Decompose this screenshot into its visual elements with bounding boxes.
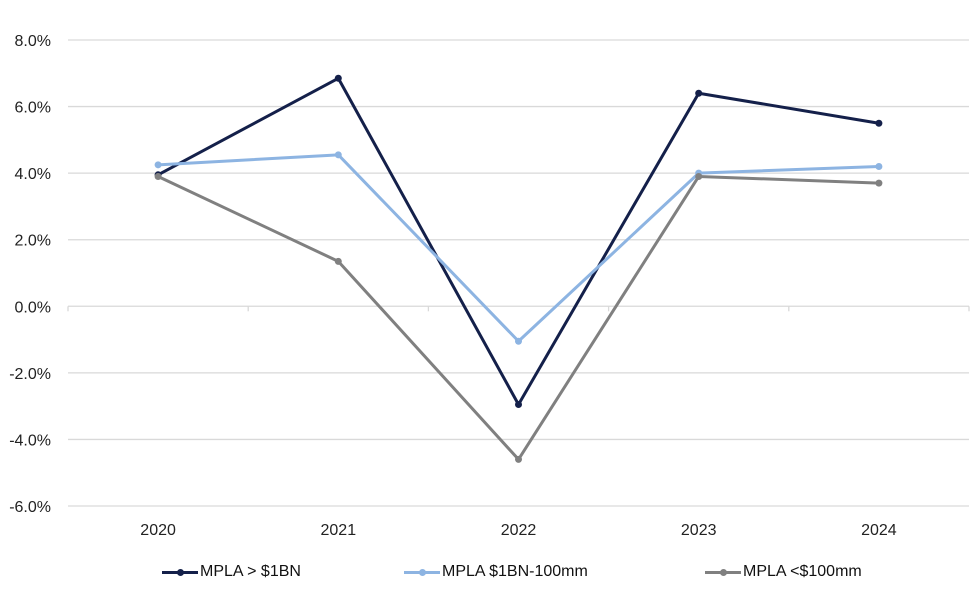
gridlines <box>67 39 970 507</box>
legend-item-mpla-1bn-100mm: MPLA $1BN-100mm <box>404 558 588 586</box>
legend-label: MPLA $1BN-100mm <box>442 563 588 580</box>
legend-label: MPLA <$100mm <box>743 563 862 580</box>
series-line <box>157 76 880 406</box>
data-point <box>875 179 883 187</box>
series-lines <box>154 74 883 463</box>
series-line <box>158 153 879 343</box>
data-point <box>334 74 342 82</box>
legend-swatch-icon <box>705 568 741 576</box>
y-tick-label: 0.0% <box>15 299 51 316</box>
data-point <box>515 455 522 463</box>
data-point <box>695 89 703 97</box>
x-tick-label: 2020 <box>140 522 176 539</box>
data-point <box>154 172 162 180</box>
data-point <box>154 161 162 169</box>
data-point <box>515 337 522 345</box>
legend-label: MPLA > $1BN <box>200 563 301 580</box>
data-point <box>875 119 883 127</box>
legend-item-mpla-under-100mm: MPLA <$100mm <box>705 558 862 586</box>
y-tick-label: -4.0% <box>9 432 51 449</box>
x-axis-tick-labels: 2020 2021 2022 2023 2024 <box>140 522 896 539</box>
y-tick-label: -6.0% <box>9 499 51 516</box>
y-axis-tick-labels: 8.0% 6.0% 4.0% 2.0% 0.0% -2.0% -4.0% -6.0% <box>9 33 51 516</box>
legend-item-mpla-over-1bn: MPLA > $1BN <box>162 558 301 586</box>
data-point <box>515 400 522 408</box>
y-tick-label: 6.0% <box>15 100 51 117</box>
data-point <box>695 172 703 180</box>
series-2 <box>154 172 883 463</box>
series-0 <box>154 74 883 408</box>
y-tick-label: 2.0% <box>15 233 51 250</box>
x-tick-label: 2024 <box>861 522 897 539</box>
y-tick-label: -2.0% <box>9 366 51 383</box>
data-point <box>334 257 342 265</box>
data-point <box>334 151 342 159</box>
x-tick-label: 2021 <box>321 522 357 539</box>
x-tick-label: 2022 <box>501 522 537 539</box>
x-tick-label: 2023 <box>681 522 717 539</box>
line-chart: 8.0% 6.0% 4.0% 2.0% 0.0% -2.0% -4.0% -6.0% 2020… <box>9 33 970 539</box>
data-point <box>875 162 883 170</box>
y-tick-label: 4.0% <box>15 166 51 183</box>
legend-swatch-icon <box>162 568 198 576</box>
legend: MPLA > $1BN MPLA $1BN-100mm MPLA <$100mm <box>0 558 975 586</box>
series-line <box>157 174 879 461</box>
legend-swatch-icon <box>404 568 440 576</box>
y-tick-label: 8.0% <box>15 33 51 50</box>
